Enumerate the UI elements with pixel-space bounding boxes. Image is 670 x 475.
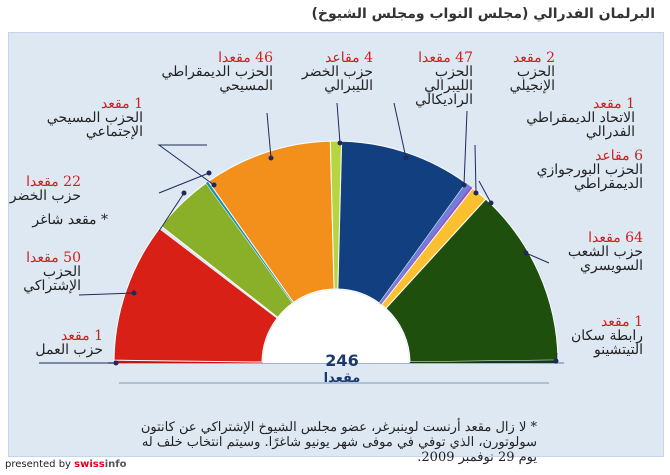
leader-dot-bourgeois-democratic [488, 200, 494, 206]
total-seats-unit: مقعدا [323, 371, 361, 386]
leader-dot-christian-social [211, 182, 217, 188]
footnote-text: * لا زال مقعد أرنست لوينبرغر، عضو مجلس ا… [140, 420, 537, 465]
label-vacant: * مقعد شاغر [32, 213, 108, 227]
leader-dot-ticino-league [553, 358, 559, 364]
label-federal-democratic-seats: 1 مقعد [592, 96, 635, 112]
leader-line-evangelical [463, 110, 468, 186]
label-socialist-name: الحزب الإشتراكي [23, 264, 81, 294]
label-evangelical-seats: 2 مقعد [512, 50, 555, 66]
label-greens-name: حزب الخضر [9, 188, 81, 204]
leader-line-socialist [78, 292, 135, 296]
leader-dot-vacant [181, 190, 187, 196]
slice-socialist [113, 227, 278, 363]
leader-line-federal-democratic [474, 144, 477, 194]
label-labour: 1 مقعد حزب العمل [35, 329, 103, 357]
label-christian-social-seats: 1 مقعد [100, 96, 143, 112]
label-christian-democrat: 46 مقعدا الحزب الديمقراطي المسيحي [153, 51, 273, 93]
label-evangelical-name: الحزب الإنجيلي [509, 64, 555, 94]
leader-line-bourgeois-democratic [478, 180, 492, 204]
label-bourgeois-democratic-seats: 6 مقاعد [595, 148, 643, 164]
label-evangelical: 2 مقعد الحزب الإنجيلي [500, 51, 555, 93]
hemicycle-chart [39, 102, 564, 384]
label-ticino-league-name: رابطة سكان التيتشينو [571, 328, 643, 358]
slice-ticino-league [409, 360, 558, 363]
label-green-liberal-seats: 4 مقاعد [325, 50, 373, 66]
label-bourgeois-democratic: 6 مقاعد الحزب البورجوازي الديمقراطي [518, 149, 643, 191]
leader-dot-green-liberal [337, 140, 343, 146]
label-radical-liberal-name: الحزب الليبرالي الراديكالي [415, 64, 473, 108]
label-socialist: 50 مقعدا الحزب الإشتراكي [1, 251, 81, 293]
leader-line-christian-social [157, 144, 215, 186]
label-green-liberal-name: حزب الخضر الليبرالي [301, 64, 373, 94]
label-ticino-league: 1 مقعد رابطة سكان التيتشينو [548, 315, 643, 357]
label-vacant-name: * مقعد شاغر [32, 212, 108, 228]
leader-line-greens [158, 172, 210, 194]
label-peoples-party: 64 مقعدا حزب الشعب السويسري [553, 231, 643, 273]
leader-line-green-liberal [336, 102, 341, 144]
label-peoples-party-name: حزب الشعب السويسري [567, 244, 643, 274]
slice-greens [160, 182, 294, 319]
leader-line-radical-liberal [393, 102, 407, 159]
chart-title: البرلمان الفدرالي (مجلس النواب ومجلس الش… [311, 6, 655, 22]
label-christian-democrat-name: الحزب الديمقراطي المسيحي [161, 64, 273, 94]
total-seats-number: 246 [325, 351, 359, 370]
label-christian-social: 1 مقعد الحزب المسيحي الإجتماعي [23, 97, 143, 139]
label-christian-democrat-seats: 46 مقعدا [218, 50, 273, 66]
label-peoples-party-seats: 64 مقعدا [588, 230, 643, 246]
leader-dot-peoples-party [523, 250, 529, 256]
label-labour-name: حزب العمل [35, 342, 103, 358]
leader-dot-christian-democrat [268, 155, 274, 161]
label-greens-seats: 22 مقعدا [26, 174, 81, 190]
footer-credit: presented by swissinfo [5, 459, 126, 470]
slice-christian-social [205, 181, 294, 304]
leader-dot-labour [113, 360, 119, 366]
leader-line-vacant [158, 192, 185, 232]
label-socialist-seats: 50 مقعدا [26, 250, 81, 266]
label-radical-liberal-seats: 47 مقعدا [418, 50, 473, 66]
leader-dot-federal-democratic [473, 190, 479, 196]
center-hole [263, 290, 409, 363]
label-federal-democratic: 1 مقعد الاتحاد الديمقراطي الفدرالي [500, 97, 635, 139]
slice-peoples-party [385, 198, 559, 363]
slice-evangelical [379, 183, 471, 305]
footer-prefix: presented by [5, 459, 71, 470]
label-bourgeois-democratic-name: الحزب البورجوازي الديمقراطي [536, 162, 643, 192]
leader-dot-radical-liberal [403, 155, 409, 161]
footer-brand-suffix: info [104, 459, 127, 470]
footer-brand: swiss [74, 459, 105, 470]
label-ticino-league-seats: 1 مقعد [600, 314, 643, 330]
label-christian-social-name: الحزب المسيحي الإجتماعي [46, 110, 143, 140]
leader-line-christian-democrat [266, 112, 272, 159]
leader-line-peoples-party [525, 252, 550, 264]
leader-dot-socialist [131, 290, 137, 296]
slice-radical-liberal [337, 140, 467, 304]
leader-dot-greens [206, 170, 212, 176]
label-labour-seats: 1 مقعد [60, 328, 103, 344]
label-radical-liberal: 47 مقعدا الحزب الليبرالي الراديكالي [383, 51, 473, 107]
header: البرلمان الفدرالي (مجلس النواب ومجلس الش… [0, 0, 670, 32]
label-greens: 22 مقعدا حزب الخضر [10, 175, 81, 203]
slice-federal-democratic [380, 186, 473, 305]
label-green-liberal: 4 مقاعد حزب الخضر الليبرالي [298, 51, 373, 93]
chart-panel: 246 مقعدا 1 مقعد حزب العمل 50 مقعدا الحز… [8, 32, 664, 465]
label-federal-democratic-name: الاتحاد الديمقراطي الفدرالي [526, 110, 635, 140]
slice-vacant [159, 226, 278, 319]
leader-dot-evangelical [461, 182, 467, 188]
